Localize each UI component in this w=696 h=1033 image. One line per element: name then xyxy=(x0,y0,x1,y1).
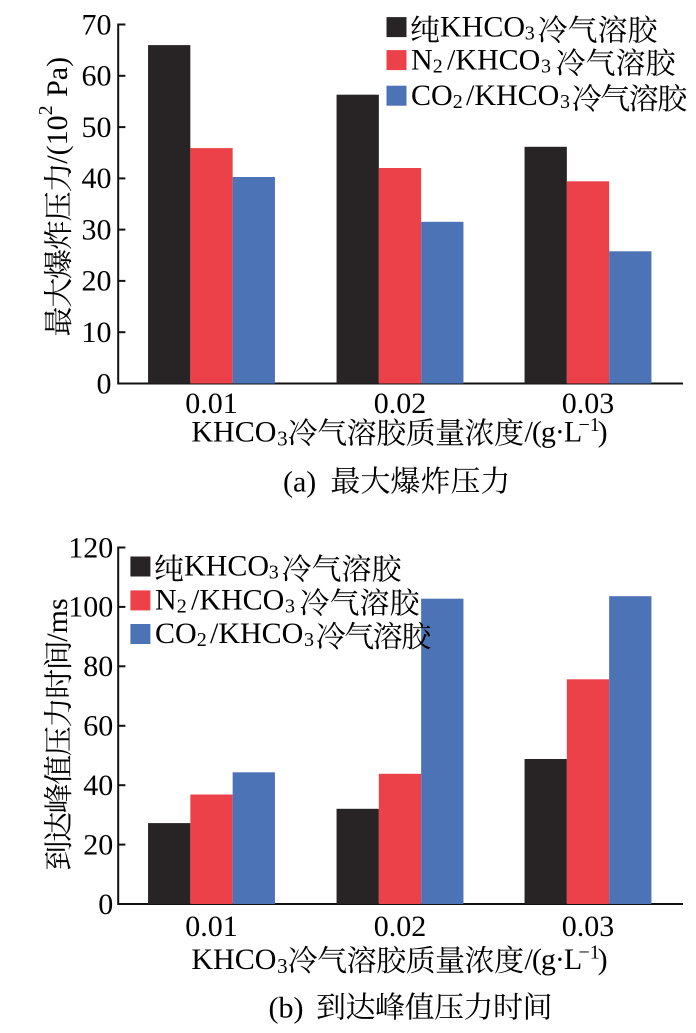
svg-text:/KHCO: /KHCO xyxy=(466,79,559,112)
svg-text:50: 50 xyxy=(82,111,112,144)
svg-text:CO: CO xyxy=(155,617,197,650)
svg-text:2: 2 xyxy=(177,595,187,617)
svg-text:60: 60 xyxy=(82,60,112,93)
svg-text:KHCO: KHCO xyxy=(440,11,525,44)
svg-text:−1: −1 xyxy=(579,942,600,964)
svg-text:KHCO: KHCO xyxy=(184,550,269,583)
svg-text:2: 2 xyxy=(35,105,57,115)
svg-text:3: 3 xyxy=(269,562,279,584)
svg-text:3: 3 xyxy=(277,427,288,451)
svg-text:3: 3 xyxy=(277,954,288,978)
svg-text:40: 40 xyxy=(82,162,112,195)
svg-text:): ) xyxy=(598,943,608,976)
svg-text:3: 3 xyxy=(541,56,551,78)
svg-text:3: 3 xyxy=(560,91,570,113)
svg-text:60: 60 xyxy=(83,710,113,743)
svg-text:100: 100 xyxy=(68,591,113,624)
svg-text:40: 40 xyxy=(83,769,113,802)
svg-text:/KHCO: /KHCO xyxy=(447,44,540,77)
svg-text:): ) xyxy=(598,416,608,449)
svg-text:30: 30 xyxy=(82,213,112,246)
svg-text:N: N xyxy=(411,44,433,77)
svg-text:0: 0 xyxy=(98,888,113,921)
svg-text:KHCO: KHCO xyxy=(191,416,276,449)
svg-text:3: 3 xyxy=(285,595,295,617)
svg-text:(a): (a) xyxy=(283,466,316,499)
svg-text:/ms: /ms xyxy=(41,598,74,641)
svg-text:0.03: 0.03 xyxy=(562,910,615,943)
svg-text:0.03: 0.03 xyxy=(562,387,615,420)
svg-text:3: 3 xyxy=(304,629,314,651)
svg-text:0.01: 0.01 xyxy=(185,387,238,420)
svg-text:10: 10 xyxy=(82,316,112,349)
svg-text:2: 2 xyxy=(433,56,443,78)
svg-text:Pa): Pa) xyxy=(41,57,74,97)
svg-text:KHCO: KHCO xyxy=(191,943,276,976)
svg-text:3: 3 xyxy=(525,23,535,45)
svg-text:70: 70 xyxy=(82,8,112,41)
svg-text:20: 20 xyxy=(82,265,112,298)
svg-text:−1: −1 xyxy=(579,414,600,436)
svg-text:2: 2 xyxy=(197,629,207,651)
svg-text:80: 80 xyxy=(83,650,113,683)
svg-text:20: 20 xyxy=(83,828,113,861)
svg-text:0.02: 0.02 xyxy=(374,910,427,943)
svg-text:0.01: 0.01 xyxy=(185,910,238,943)
svg-text:/(g·L: /(g·L xyxy=(525,416,582,449)
svg-text:2: 2 xyxy=(453,91,463,113)
svg-text:/(g·L: /(g·L xyxy=(525,943,582,976)
svg-text:120: 120 xyxy=(68,531,113,564)
svg-text:/(10: /(10 xyxy=(41,115,74,163)
svg-text:/KHCO: /KHCO xyxy=(210,617,303,650)
svg-text:0.02: 0.02 xyxy=(374,387,427,420)
svg-text:CO: CO xyxy=(411,79,453,112)
svg-text:/KHCO: /KHCO xyxy=(191,583,284,616)
svg-text:0: 0 xyxy=(97,367,112,400)
svg-text:N: N xyxy=(155,583,177,616)
svg-text:(b): (b) xyxy=(269,992,304,1025)
